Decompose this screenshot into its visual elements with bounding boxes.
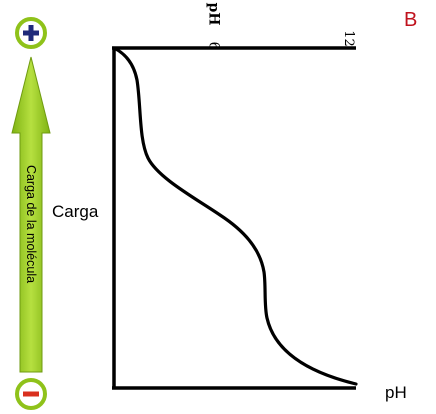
minus-icon bbox=[23, 391, 39, 397]
titration-curve bbox=[112, 46, 358, 386]
x-axis-label: pH bbox=[385, 383, 407, 402]
plus-icon-vertical bbox=[28, 25, 34, 41]
charge-arrow-shape bbox=[11, 56, 51, 373]
panel-letter: B bbox=[404, 9, 418, 31]
charge-arrow-label: Carga de la molécula bbox=[24, 164, 38, 284]
top-axis-tick-6: 6 bbox=[205, 41, 222, 51]
top-axis-tick-12: 12 bbox=[340, 30, 356, 47]
top-axis-title: pH bbox=[205, 2, 222, 26]
y-axis-label: Carga bbox=[52, 202, 99, 221]
